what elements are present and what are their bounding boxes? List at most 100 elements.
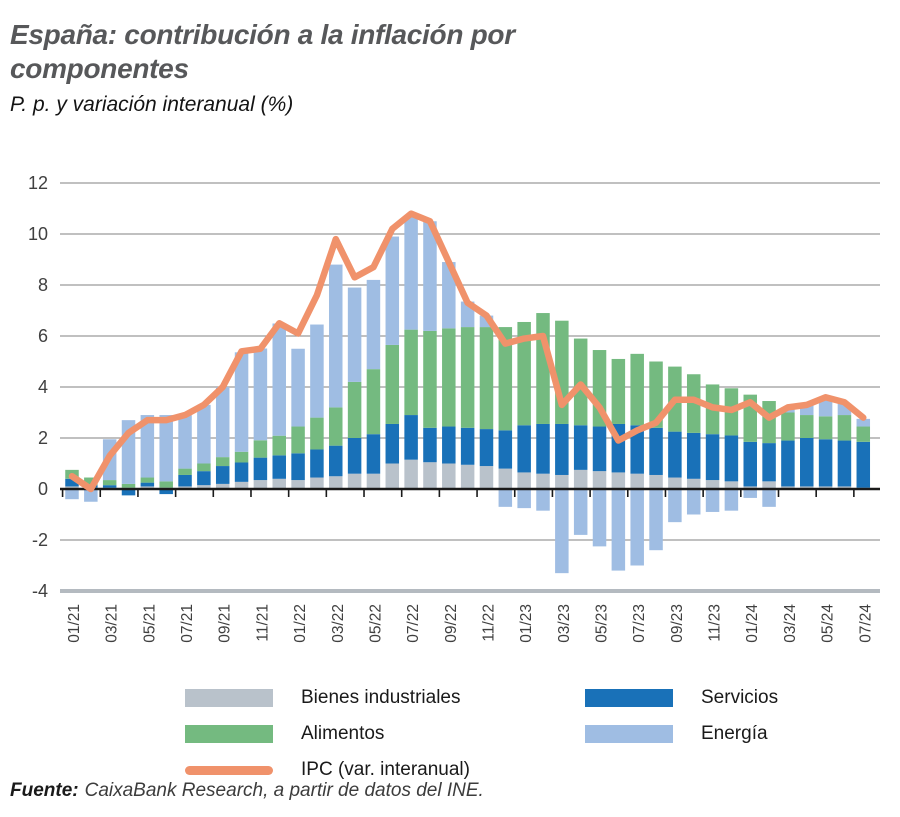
legend-label-ipc: IPC (var. interanual) <box>301 759 470 780</box>
ipc-line <box>68 210 867 493</box>
bar-segment <box>517 425 531 473</box>
x-tick-label: 03/22 <box>330 604 347 643</box>
bar-segment <box>536 489 550 511</box>
bar-segment <box>630 425 644 474</box>
legend-label-energia: Energía <box>701 723 768 744</box>
bar-segment <box>102 480 117 486</box>
y-tick-label: 10 <box>28 224 48 244</box>
legend-item-alimentos: Alimentos <box>185 716 585 752</box>
bar-segment <box>800 438 814 487</box>
bar-segment <box>291 348 305 427</box>
bar-segment <box>517 472 531 489</box>
legend-item-energia: Energía <box>585 716 778 752</box>
x-tick-label: 05/24 <box>820 604 837 643</box>
bar-segment <box>705 489 720 512</box>
bar-segment <box>253 348 268 441</box>
bar-segment <box>385 423 400 464</box>
bar-segment <box>102 485 117 488</box>
y-tick-label: 2 <box>38 428 48 448</box>
bar-segment <box>781 412 795 441</box>
bar-segment <box>800 486 814 489</box>
bar-segment <box>159 489 173 495</box>
bar-segment <box>385 344 400 424</box>
bar-segment <box>159 415 173 482</box>
bar-segment <box>479 429 494 467</box>
x-tick-label: 05/23 <box>594 604 611 643</box>
bar-segment <box>555 474 569 489</box>
bar-segment <box>630 473 644 489</box>
bar-segment <box>215 387 230 458</box>
bar-segment <box>404 459 418 489</box>
bar-segment <box>215 483 230 489</box>
bar-segment <box>536 313 550 424</box>
bar-segment <box>329 264 343 408</box>
bar-segment <box>611 472 626 489</box>
legend-column-right: Servicios Energía <box>585 680 778 788</box>
bar-segment <box>272 455 286 479</box>
bar-segment <box>498 430 513 469</box>
bar-segment <box>705 434 720 481</box>
legend-label-servicios: Servicios <box>701 687 779 708</box>
bar-segment <box>65 478 79 487</box>
x-tick-label: 07/24 <box>857 604 874 643</box>
x-tick-label: 11/23 <box>707 604 724 642</box>
bar-segment <box>272 323 286 436</box>
bar-segment <box>442 426 456 464</box>
bar-segment <box>724 489 739 511</box>
bar-segment <box>668 477 682 489</box>
x-tick-label: 05/22 <box>367 604 384 643</box>
chart-title: España: contribución a la inflación por … <box>10 19 515 85</box>
y-tick-label: -2 <box>32 530 48 550</box>
y-tick-label: 12 <box>28 173 48 193</box>
bar-segment <box>555 320 569 424</box>
y-tick-label: 0 <box>38 479 48 499</box>
bar-segment <box>592 426 607 472</box>
bar-segment <box>762 481 776 489</box>
bar-segment <box>234 451 249 463</box>
bar-segment <box>856 441 871 488</box>
bar-segment <box>460 327 475 428</box>
bar-segment <box>837 486 852 489</box>
bar-segment <box>121 489 136 496</box>
bar-segment <box>555 423 569 475</box>
bar-segment <box>140 482 155 487</box>
bar-segment <box>84 489 98 502</box>
bar-segment <box>837 403 852 416</box>
bar-segment <box>234 462 249 482</box>
x-tick-label: 07/21 <box>179 604 196 643</box>
bar-segment <box>423 221 437 331</box>
x-tick-label: 01/22 <box>292 604 309 643</box>
bar-segment <box>385 236 400 345</box>
bar-segment <box>366 434 381 474</box>
bar-segment <box>668 431 682 478</box>
bar-segment <box>347 473 362 489</box>
bar-segment <box>404 216 418 330</box>
x-tick-label: 09/21 <box>217 604 234 643</box>
bar-segment <box>498 468 513 489</box>
bar-segment <box>215 457 230 467</box>
x-tick-label: 01/21 <box>66 604 83 643</box>
bar-segment <box>65 489 79 500</box>
bar-segment <box>781 486 795 489</box>
bar-segment <box>121 483 136 488</box>
bar-segment <box>366 369 381 435</box>
source-text: CaixaBank Research, a partir de datos de… <box>84 780 484 801</box>
chart-header: España: contribución a la inflación por … <box>10 18 690 117</box>
bar-segment <box>649 427 663 475</box>
bar-segment <box>479 327 494 430</box>
bar-segment <box>517 321 531 426</box>
legend-label-alimentos: Alimentos <box>301 723 385 744</box>
bar-segment <box>649 361 663 428</box>
bar-segment <box>291 480 305 489</box>
x-tick-label: 07/23 <box>631 604 648 643</box>
bienes-industriales-swatch-icon <box>185 689 273 707</box>
legend-label-bienes-industriales: Bienes industriales <box>301 687 461 708</box>
bar-segment <box>724 481 739 489</box>
bar-segment <box>592 471 607 489</box>
bar-segment <box>253 480 268 489</box>
bar-segment <box>310 417 324 450</box>
bar-segment <box>781 440 795 487</box>
bar-segment <box>856 426 871 442</box>
bar-segment <box>197 463 211 472</box>
